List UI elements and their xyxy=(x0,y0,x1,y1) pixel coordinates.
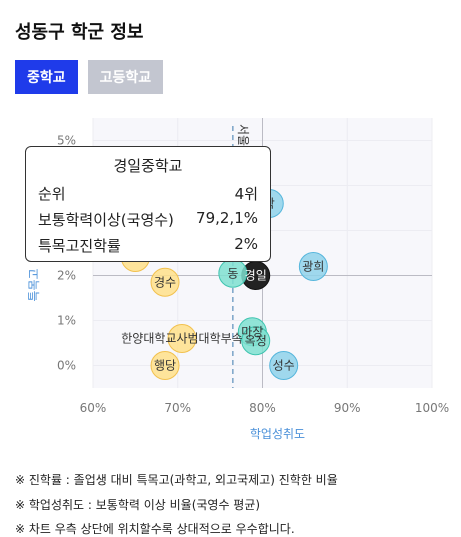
page-title: 성동구 학군 정보 xyxy=(15,22,144,43)
tooltip-row-rate: 특목고진학률 2% xyxy=(38,235,258,256)
x-tick-label: 80% xyxy=(249,401,276,415)
y-tick-label: 0% xyxy=(57,359,76,373)
tooltip-row-rank: 순위 4위 xyxy=(38,183,258,204)
tab-high-school[interactable]: 고등학교 xyxy=(87,60,164,94)
point-label: 마장 xyxy=(241,325,263,339)
y-axis-label: 특목고 xyxy=(27,268,41,301)
tooltip-rank-label: 순위 xyxy=(38,185,66,203)
note-entrance-rate: ※ 진학률 : 졸업생 대비 특목고(과학고, 외고국제고) 진학한 비율 xyxy=(15,473,338,487)
y-tick-label: 2% xyxy=(57,269,76,283)
tooltip-achievement-value: 79,2,1% xyxy=(196,209,258,227)
scatter-point xyxy=(150,267,180,297)
note-position: ※ 차트 우측 상단에 위치할수록 상대적으로 우수합니다. xyxy=(15,522,295,536)
scatter-point xyxy=(167,324,197,353)
x-tick-label: 70% xyxy=(164,401,191,415)
point-label: 광희 xyxy=(302,260,324,274)
y-tick-label: 1% xyxy=(57,314,76,328)
tooltip-achievement-label: 보통학력이상(국영수) xyxy=(38,211,174,229)
tab-middle-school[interactable]: 중학교 xyxy=(15,60,78,94)
point-label: 행당 xyxy=(154,358,176,373)
point-label: 동 xyxy=(227,266,238,280)
x-axis-label: 학업성취도 xyxy=(250,427,305,441)
y-tick-label: 5% xyxy=(57,134,76,148)
school-level-tabs: 중학교 고등학교 xyxy=(15,60,164,94)
tooltip-row-achievement: 보통학력이상(국영수) 79,2,1% xyxy=(38,209,258,230)
x-tick-label: 100% xyxy=(415,401,449,415)
point-tooltip: 경일중학교 순위 4위 보통학력이상(국영수) 79,2,1% 특목고진학률 2… xyxy=(25,146,271,262)
x-tick-label: 90% xyxy=(334,401,361,415)
scatter-point xyxy=(298,252,328,281)
point-label: 성수 xyxy=(273,359,295,373)
note-achievement: ※ 학업성취도 : 보통학력 이상 비율(국영수 평균) xyxy=(15,498,261,512)
point-label: 경일 xyxy=(245,269,267,283)
point-label: 경수 xyxy=(154,275,176,289)
scatter-point xyxy=(150,351,180,380)
point-label: 한양대학교사범대학부속 xyxy=(121,332,242,346)
tooltip-rate-value: 2% xyxy=(234,235,258,253)
tooltip-rate-label: 특목고진학률 xyxy=(38,237,121,255)
scatter-point xyxy=(269,351,299,380)
tooltip-rank-value: 4위 xyxy=(234,185,258,203)
partial-school-label: 서울 xyxy=(236,124,250,146)
point-label: 옥정 xyxy=(245,334,267,348)
tooltip-title: 경일중학교 xyxy=(113,157,183,175)
scatter-point xyxy=(241,326,271,356)
x-tick-label: 60% xyxy=(80,401,107,415)
